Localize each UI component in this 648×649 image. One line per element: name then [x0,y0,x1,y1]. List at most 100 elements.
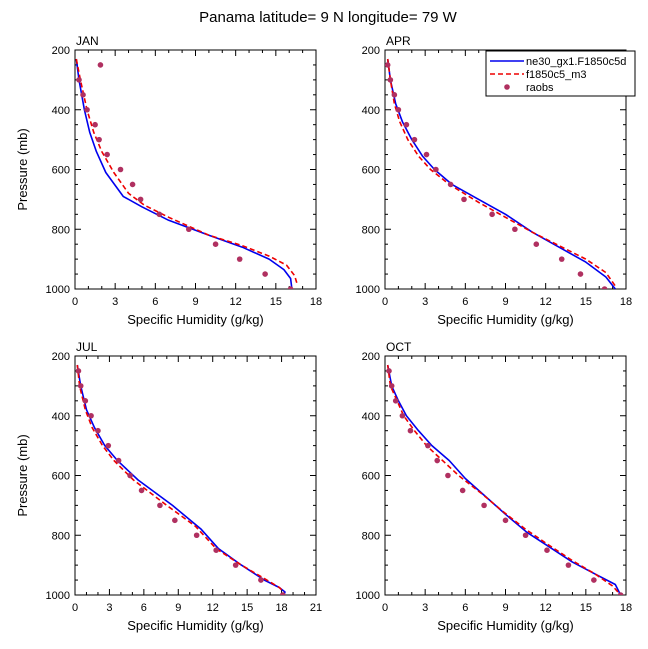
raobs-point [236,256,243,262]
raobs-point [232,562,239,568]
raobs-point [84,106,90,113]
y-tick-label: 800 [362,224,380,236]
raobs-point [82,398,89,404]
raobs-point [391,92,398,98]
raobs-point [117,166,124,173]
raobs-point [544,547,550,553]
raobs-point [186,226,192,233]
raobs-point [411,136,418,143]
ne30-line [386,364,622,595]
raobs-point [76,77,82,83]
raobs-point [425,442,431,449]
x-axis-label: Specific Humidity (g/kg) [127,312,264,327]
raobs-point [96,136,102,143]
raobs-point [97,62,104,68]
panel-label: JAN [76,34,99,48]
raobs-point [387,77,394,83]
x-tick-label: 18 [310,296,322,308]
x-tick-label: 12 [207,602,219,614]
raobs-point [127,472,133,479]
panel-label: JUL [76,340,98,354]
raobs-point [399,412,406,419]
x-tick-label: 0 [382,296,388,308]
raobs-point [105,442,112,449]
raobs-point [522,532,529,539]
x-tick-label: 3 [112,296,118,308]
raobs-point [392,398,399,404]
raobs-point [447,181,454,188]
figure-title: Panama latitude= 9 N longitude= 79 W [199,9,458,26]
x-tick-label: 15 [241,602,253,614]
raobs-point [193,532,200,539]
raobs-point [157,502,163,509]
f1850c5-m3-line [386,364,620,595]
raobs-point [104,151,110,158]
legend-label: f1850c5_m3 [526,69,587,81]
x-tick-label: 0 [72,296,78,308]
raobs-point [129,181,136,188]
raobs-point [533,241,540,247]
raobs-point [489,211,495,218]
raobs-point [213,547,219,553]
f1850c5-m3-line [75,58,299,285]
raobs-point [481,502,487,509]
series-group [75,364,286,595]
y-tick-label: 800 [52,530,70,542]
raobs-point [75,368,82,374]
plot-frame [74,49,317,290]
y-tick-label: 600 [362,471,380,483]
x-tick-label: 9 [502,296,508,308]
series-group [386,364,624,595]
raobs-point [403,121,410,128]
x-tick-label: 18 [275,602,287,614]
legend-entry: ne30_gx1.F1850c5d [490,56,626,68]
legend-swatch [504,84,510,90]
x-tick-label: 6 [152,296,158,308]
chart-panel-jan: 0 3 6 9 12 15 18 200 400 600 800 1000 JAN Specific Hu… [15,34,322,327]
plot-frame [74,355,317,596]
series-group [75,58,299,289]
raobs-point [407,427,414,434]
y-tick-label: 1000 [46,590,70,602]
raobs-point [395,106,402,113]
x-tick-label: 9 [175,602,181,614]
raobs-point [434,457,441,464]
raobs-point [287,286,294,289]
x-tick-label: 18 [620,602,632,614]
raobs-point [601,286,608,289]
chart-panel-oct: 0 3 6 9 12 15 18 200 400 600 800 1000 OCT Specific Hu… [356,340,633,633]
x-tick-label: 15 [580,296,592,308]
legend-label: ne30_gx1.F1850c5d [526,56,626,68]
raobs-point [385,62,391,68]
x-tick-label: 21 [310,602,322,614]
raobs-point [558,256,565,262]
y-axis-label: Pressure (mb) [15,128,30,210]
y-tick-label: 1000 [46,284,70,296]
x-tick-label: 18 [620,296,632,308]
raobs-point [258,577,264,583]
raobs-point [388,383,395,389]
y-tick-label: 600 [52,165,70,177]
raobs-point [172,517,178,524]
x-tick-label: 15 [270,296,282,308]
raobs-point [279,592,286,595]
panel-label: APR [386,34,411,48]
ne30-line [75,58,293,289]
x-axis-label: Specific Humidity (g/kg) [127,618,264,633]
y-tick-label: 400 [52,105,70,117]
legend-entry: raobs [504,82,554,94]
ne30-line [76,364,286,595]
y-tick-label: 200 [52,45,70,57]
panel-label: OCT [386,340,412,354]
raobs-point [386,368,392,374]
raobs-point [88,412,94,419]
raobs-point [95,427,101,434]
raobs-point [565,562,572,568]
x-tick-label: 6 [141,602,147,614]
x-axis-label: Specific Humidity (g/kg) [437,312,574,327]
raobs-point [115,457,122,464]
panels: 0 3 6 9 12 15 18 200 400 600 800 1000 JAN Specific Hu… [15,34,632,633]
raobs-point [92,121,98,128]
plot-frame [384,355,627,596]
